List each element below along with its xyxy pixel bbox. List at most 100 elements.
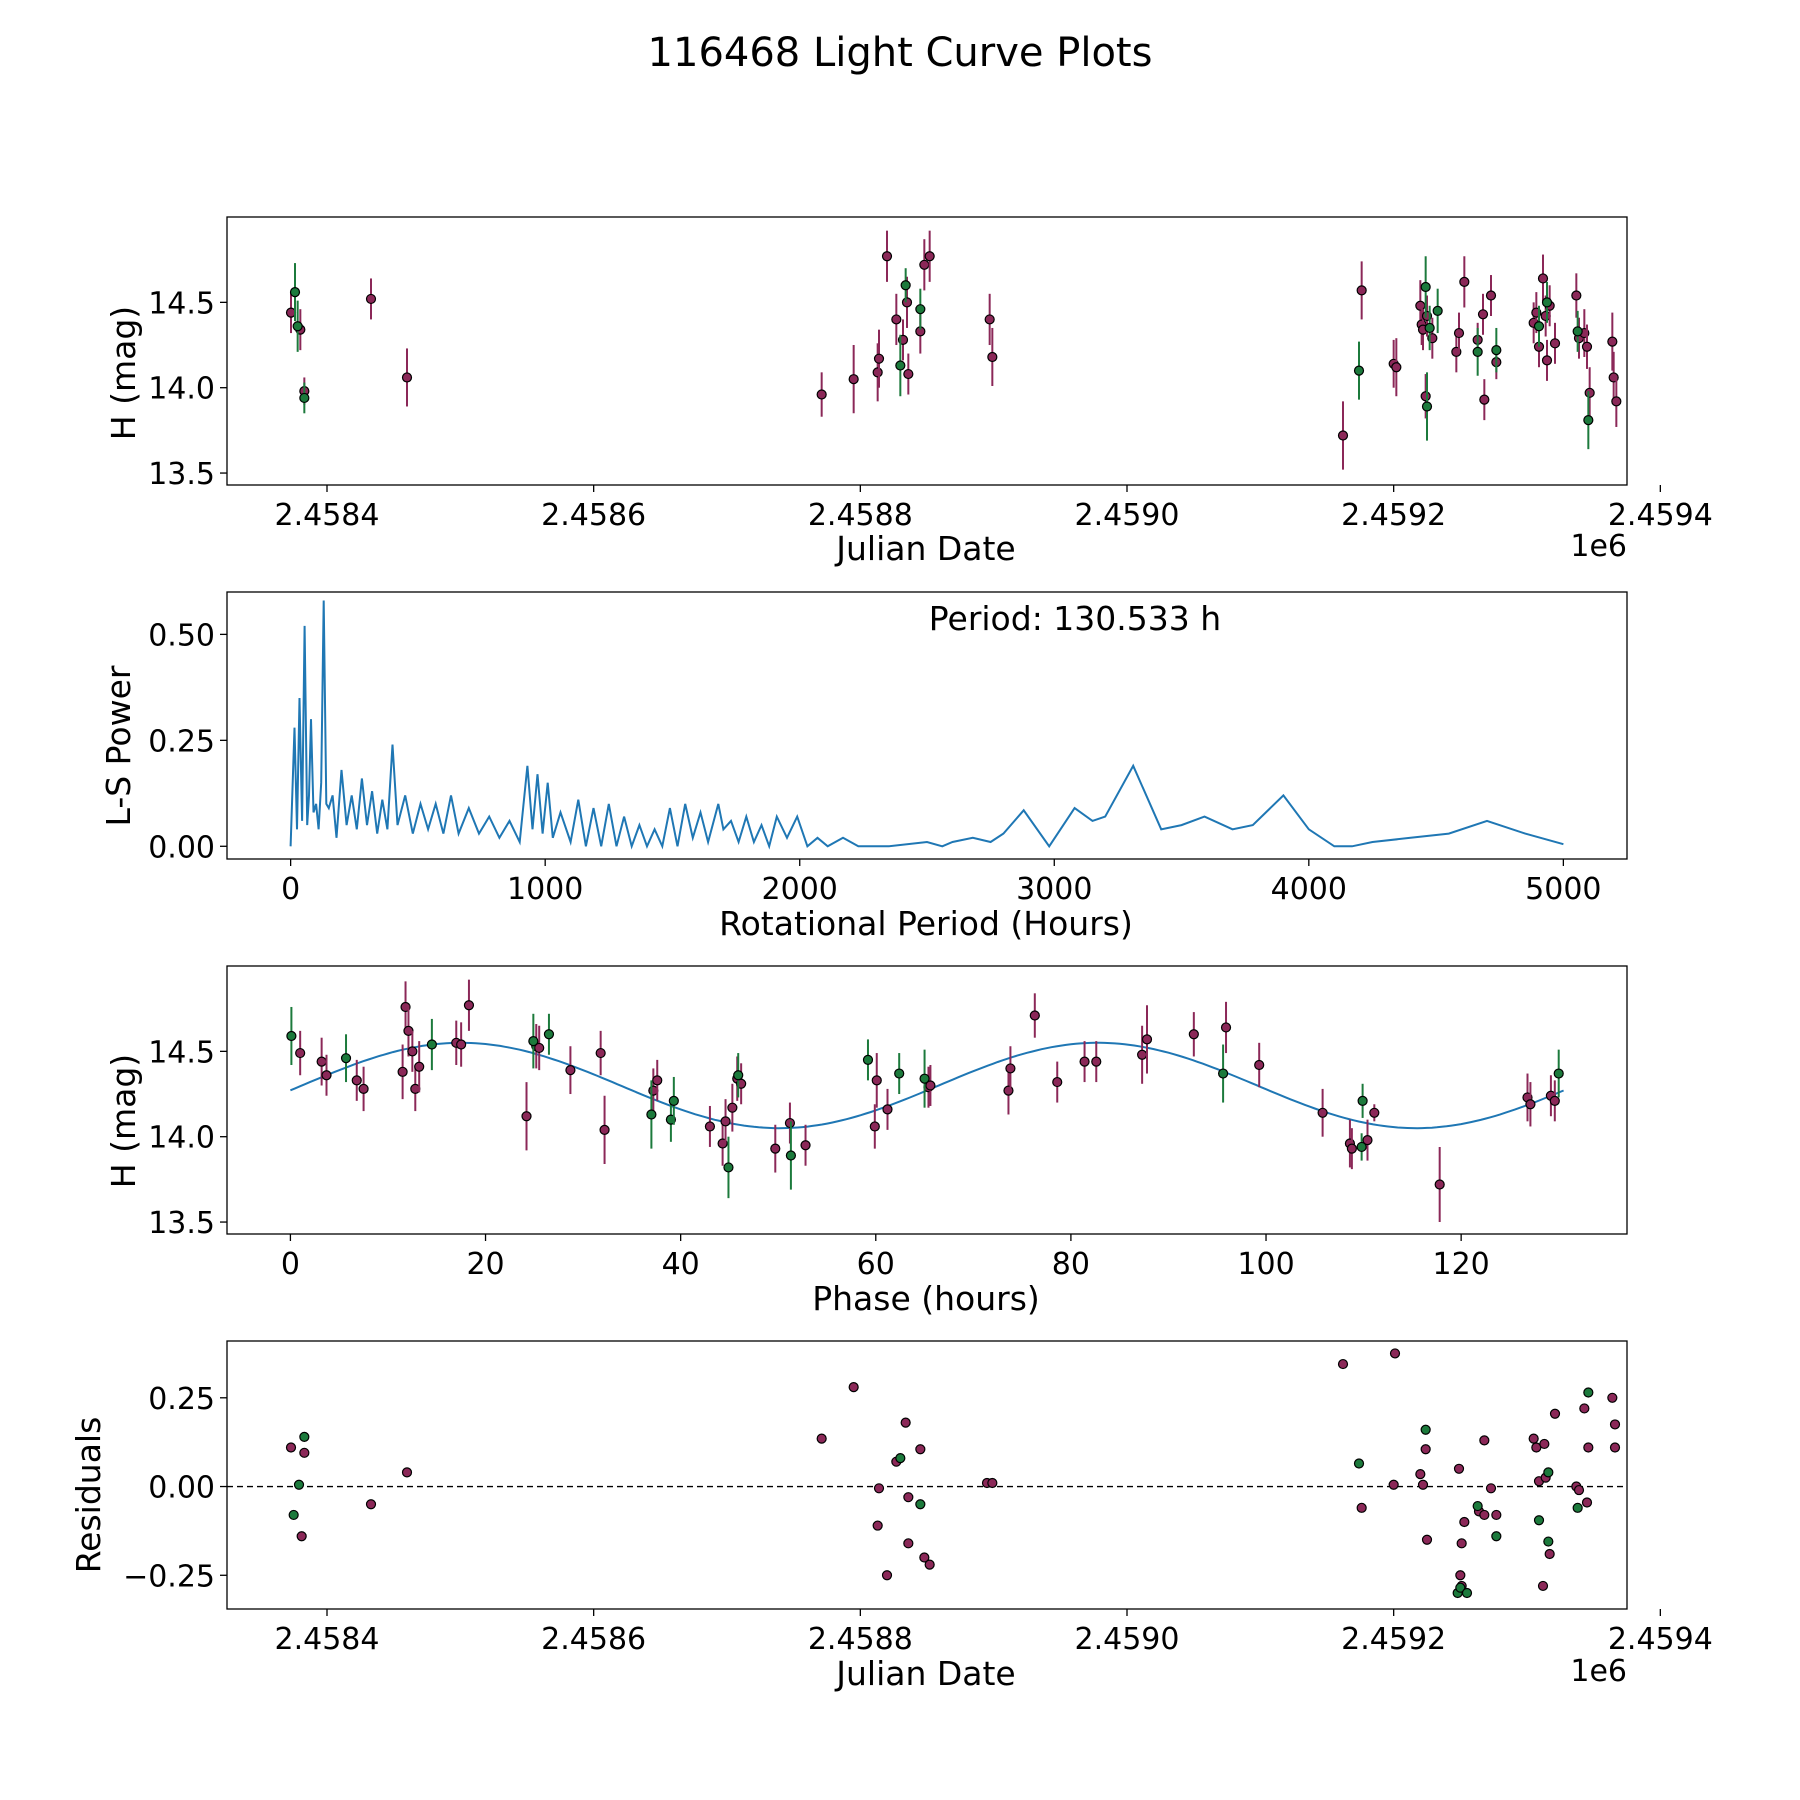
periodogram-xtick-label: 0 — [281, 872, 300, 907]
phased-point-purple — [1079, 1056, 1090, 1067]
residuals-point-purple — [1573, 1484, 1585, 1496]
lightcurve-point-green — [1432, 305, 1443, 316]
phased-point-purple — [1549, 1095, 1560, 1106]
residuals-point-green — [1491, 1531, 1502, 1542]
lightcurve-point-purple — [1337, 430, 1349, 441]
phased-point-purple — [869, 1121, 880, 1132]
residuals-ytick-label: −0.25 — [123, 1559, 215, 1594]
lightcurve-point-green — [1421, 401, 1433, 412]
residuals-point-purple — [1583, 1442, 1594, 1453]
residuals-point-purple — [1479, 1509, 1490, 1521]
lightcurve-point-purple — [365, 293, 377, 305]
lightcurve-point-green — [1533, 321, 1545, 332]
lightcurve-point-purple — [1453, 327, 1465, 339]
phased-point-green — [286, 1030, 297, 1042]
phased-point-purple — [1369, 1107, 1380, 1118]
lightcurve-point-purple — [1611, 396, 1622, 407]
residuals-point-green — [1472, 1500, 1483, 1512]
residuals-point-green — [288, 1509, 299, 1521]
phased-point-purple — [1220, 1022, 1232, 1033]
lightcurve-xtick-label: 2.4586 — [541, 498, 646, 533]
phased-point-purple — [463, 1000, 475, 1011]
phased-point-green — [1357, 1095, 1368, 1106]
periodogram-xtick-label: 2000 — [762, 872, 838, 907]
lightcurve-point-purple — [1459, 276, 1470, 287]
phased-point-purple — [1052, 1076, 1063, 1088]
residuals-xtick-label: 2.4586 — [541, 1622, 646, 1657]
residuals-point-green — [915, 1499, 926, 1510]
phased-point-purple — [456, 1039, 467, 1050]
residuals-data — [227, 1348, 1627, 1599]
phased-point-purple — [871, 1075, 882, 1086]
lightcurve-ytick-label: 14.5 — [148, 286, 215, 321]
periodogram-xtick-label: 3000 — [1016, 872, 1092, 907]
phased-point-green — [668, 1095, 679, 1106]
lightcurve-offset-label: 1e6 — [1570, 529, 1627, 564]
residuals-point-purple — [1420, 1444, 1431, 1455]
phased-point-purple — [1362, 1135, 1373, 1146]
lightcurve-point-purple — [401, 372, 413, 383]
lightcurve-point-green — [1572, 326, 1583, 337]
lightcurve-point-green — [1541, 297, 1553, 308]
phased-xtick-label: 0 — [281, 1247, 300, 1282]
residuals-point-purple — [1479, 1435, 1490, 1446]
phased-point-green — [646, 1109, 657, 1120]
lightcurve-point-green — [1353, 365, 1365, 376]
lightcurve-point-purple — [1420, 391, 1431, 402]
phased-point-green — [785, 1150, 797, 1161]
lightcurve-data — [285, 230, 1622, 470]
phased-point-green — [862, 1054, 874, 1065]
phased-point-purple — [397, 1066, 408, 1077]
lightcurve-xtick-label: 2.4584 — [275, 498, 380, 533]
phased-point-purple — [882, 1104, 893, 1115]
residuals-point-purple — [987, 1477, 998, 1489]
lightcurve-point-purple — [872, 367, 883, 378]
residuals-point-green — [1353, 1458, 1365, 1469]
periodogram-xtick-label: 5000 — [1525, 872, 1601, 907]
figure-title: 116468 Light Curve Plots — [648, 30, 1153, 76]
phased-point-purple — [1141, 1034, 1153, 1045]
residuals-point-purple — [296, 1531, 307, 1542]
phased-point-purple — [521, 1111, 532, 1122]
lightcurve-point-purple — [1541, 355, 1553, 366]
phased-panel: H (mag) Phase (hours) 0 20 40 60 80 100 120 13.… — [104, 965, 1628, 1318]
residuals-point-purple — [1485, 1483, 1497, 1494]
residuals-point-purple — [881, 1570, 893, 1581]
phased-point-purple — [1346, 1143, 1357, 1154]
residuals-point-green — [1420, 1424, 1431, 1435]
residuals-xtick-label: 2.4590 — [1075, 1622, 1180, 1657]
phased-point-purple — [720, 1116, 731, 1127]
phased-point-green — [894, 1068, 905, 1079]
phased-point-green — [1217, 1068, 1229, 1079]
residuals-point-purple — [1415, 1469, 1426, 1480]
lightcurve-point-green — [1472, 346, 1483, 357]
phased-point-purple — [1137, 1049, 1148, 1060]
periodogram-ytick-label: 0.50 — [148, 618, 215, 653]
residuals-point-green — [1543, 1536, 1554, 1547]
lightcurve-point-purple — [816, 389, 827, 400]
residuals-point-purple — [1609, 1442, 1621, 1453]
phased-point-purple — [565, 1065, 576, 1076]
residuals-xtick-label: 2.4584 — [275, 1622, 380, 1657]
periodogram-xtick-label: 1000 — [507, 872, 583, 907]
phased-point-green — [543, 1029, 555, 1040]
lightcurve-point-green — [292, 321, 303, 332]
residuals-xtick-label: 2.4594 — [1608, 1622, 1713, 1657]
phased-point-green — [528, 1036, 539, 1047]
residuals-point-purple — [873, 1483, 885, 1494]
phased-point-purple — [1434, 1179, 1445, 1190]
lightcurve-point-purple — [848, 374, 859, 385]
residuals-frame — [226, 1340, 1628, 1610]
phased-ytick-label: 14.0 — [148, 1121, 215, 1156]
residuals-point-green — [895, 1453, 906, 1464]
phased-point-purple — [407, 1046, 418, 1057]
lightcurve-ylabel: H (mag) — [104, 306, 143, 440]
phased-xtick-label: 60 — [857, 1247, 895, 1282]
lightcurve-point-purple — [1581, 341, 1593, 352]
residuals-point-purple — [872, 1520, 883, 1531]
residuals-xlabel: Julian Date — [834, 1654, 1016, 1693]
residuals-point-purple — [401, 1467, 413, 1478]
phased-point-purple — [1188, 1029, 1199, 1040]
residuals-point-purple — [915, 1444, 926, 1455]
residuals-point-purple — [1609, 1419, 1621, 1430]
